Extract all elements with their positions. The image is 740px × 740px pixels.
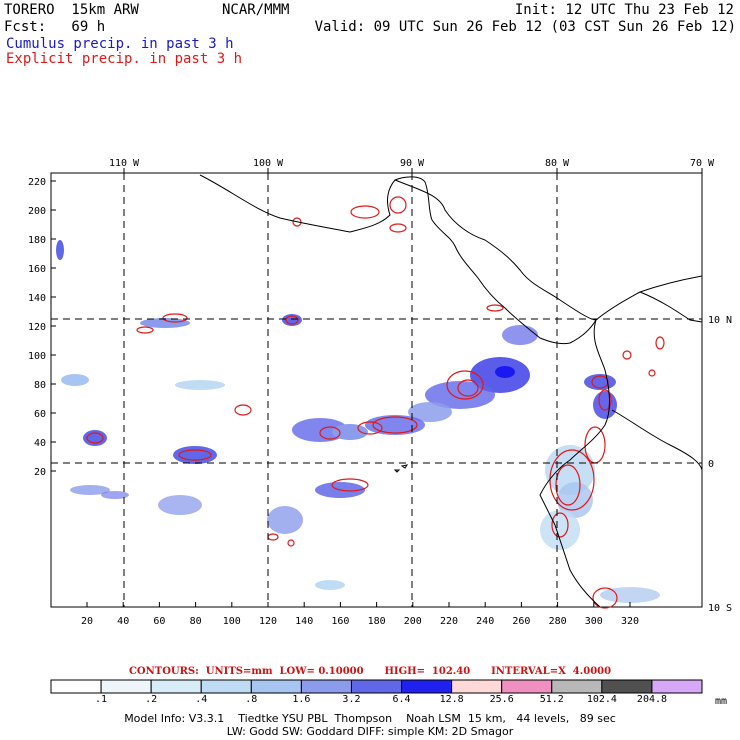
y-tick-label: 180 bbox=[28, 235, 46, 246]
x-tick-label: 60 bbox=[153, 616, 165, 627]
colorbar-swatch bbox=[250, 679, 302, 694]
y-tick-label: 200 bbox=[28, 206, 46, 217]
lon-label: 70 W bbox=[690, 158, 715, 169]
colorbar-label: .1 bbox=[95, 694, 108, 705]
forecast-hour: Fcst: 69 h bbox=[4, 19, 106, 35]
x-tick-label: 20 bbox=[81, 616, 93, 627]
colorbar-label: 12.8 bbox=[439, 694, 464, 705]
colorbar-label: 3.2 bbox=[342, 694, 361, 705]
colorbar-label: 1.6 bbox=[292, 694, 311, 705]
colorbar-swatch bbox=[200, 679, 252, 694]
lat-lon-grid bbox=[51, 173, 702, 607]
colorbar-swatch bbox=[551, 679, 603, 694]
x-tick-label: 40 bbox=[117, 616, 129, 627]
colorbar-label: 204.8 bbox=[636, 694, 668, 705]
colorbar-label: .2 bbox=[145, 694, 158, 705]
map-frame bbox=[50, 172, 703, 608]
colorbar bbox=[50, 679, 703, 694]
colorbar-label: .8 bbox=[245, 694, 258, 705]
valid-time: Valid: 09 UTC Sun 26 Feb 12 (03 CST Sun … bbox=[314, 19, 736, 35]
y-tick-label: 40 bbox=[34, 438, 46, 449]
colorbar-swatch bbox=[501, 679, 553, 694]
model-info-line2: LW: Godd SW: Goddard DIFF: simple KM: 2D… bbox=[226, 725, 514, 738]
y-tick-label: 120 bbox=[28, 322, 46, 333]
model-title: TORERO 15km ARW bbox=[4, 2, 139, 18]
x-tick-label: 200 bbox=[404, 616, 422, 627]
y-tick-label: 80 bbox=[34, 380, 46, 391]
colorbar-swatch bbox=[100, 679, 152, 694]
y-tick-label: 140 bbox=[28, 293, 46, 304]
colorbar-label: .4 bbox=[195, 694, 208, 705]
axis-ticks: 110 W 100 W 90 W 80 W 70 W 10 N 0 10 S 220 200 180… bbox=[28, 158, 732, 627]
lon-label: 110 W bbox=[109, 158, 140, 169]
x-tick-label: 220 bbox=[440, 616, 458, 627]
colorbar-swatch bbox=[651, 679, 703, 694]
colorbar-label: 25.6 bbox=[489, 694, 514, 705]
colorbar-swatch bbox=[300, 679, 352, 694]
coastlines bbox=[199, 174, 703, 608]
colorbar-unit: mm bbox=[714, 696, 728, 707]
colorbar-label: 6.4 bbox=[392, 694, 411, 705]
colorbar-swatch bbox=[451, 679, 503, 694]
contour-info: CONTOURS: UNITS=mm LOW= 0.10000 HIGH= 10… bbox=[128, 666, 612, 677]
lon-label: 90 W bbox=[400, 158, 425, 169]
colorbar-swatch bbox=[601, 679, 653, 694]
x-tick-label: 180 bbox=[368, 616, 386, 627]
lat-label: 10 N bbox=[708, 315, 732, 326]
explicit-precip-contours bbox=[86, 196, 665, 609]
x-tick-label: 100 bbox=[223, 616, 241, 627]
x-tick-label: 300 bbox=[585, 616, 603, 627]
y-tick-label: 60 bbox=[34, 409, 46, 420]
x-tick-label: 320 bbox=[621, 616, 639, 627]
legend-explicit: Explicit precip. in past 3 h bbox=[6, 51, 243, 67]
x-tick-label: 240 bbox=[476, 616, 494, 627]
colorbar-swatch bbox=[50, 679, 102, 694]
lat-label: 0 bbox=[708, 459, 714, 470]
y-tick-label: 20 bbox=[34, 467, 46, 478]
x-tick-label: 140 bbox=[295, 616, 313, 627]
colorbar-label: 51.2 bbox=[539, 694, 564, 705]
lat-label: 10 S bbox=[708, 603, 732, 614]
y-tick-label: 100 bbox=[28, 351, 46, 362]
colorbar-label: 102.4 bbox=[586, 694, 617, 705]
y-tick-label: 160 bbox=[28, 264, 46, 275]
x-tick-label: 120 bbox=[259, 616, 277, 627]
init-time: Init: 12 UTC Thu 23 Feb 12 bbox=[514, 2, 734, 18]
x-tick-label: 80 bbox=[190, 616, 202, 627]
colorbar-swatch bbox=[150, 679, 202, 694]
y-tick-label: 220 bbox=[28, 177, 46, 188]
model-info-line1: Model Info: V3.3.1 Tiedtke YSU PBL Thomp… bbox=[124, 712, 616, 725]
lon-label: 80 W bbox=[545, 158, 570, 169]
colorbar-swatch bbox=[401, 679, 453, 694]
org-label: NCAR/MMM bbox=[222, 2, 290, 18]
lon-label: 100 W bbox=[253, 158, 284, 169]
x-tick-label: 260 bbox=[512, 616, 530, 627]
legend-cumulus: Cumulus precip. in past 3 h bbox=[6, 36, 234, 52]
x-tick-label: 280 bbox=[549, 616, 567, 627]
colorbar-swatch bbox=[350, 679, 403, 694]
x-tick-label: 160 bbox=[331, 616, 349, 627]
